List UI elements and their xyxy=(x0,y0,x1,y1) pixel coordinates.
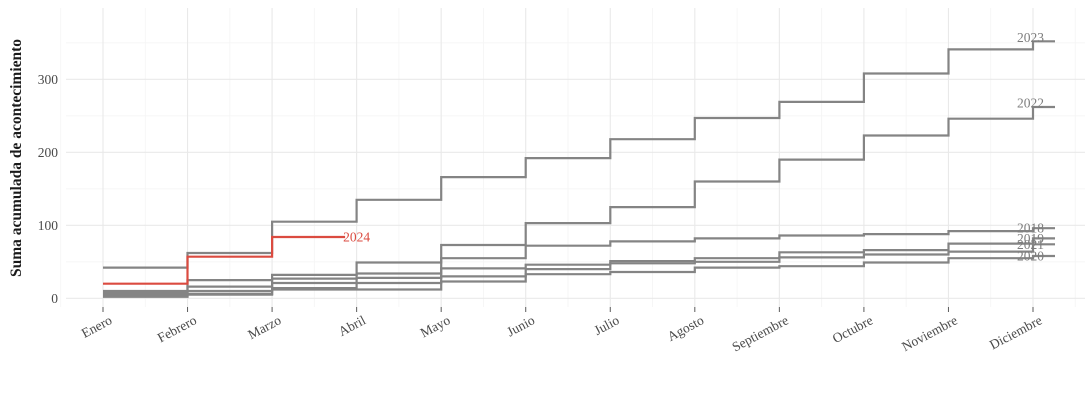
y-tick-label: 300 xyxy=(38,72,59,87)
x-tick-label: Noviembre xyxy=(899,312,960,354)
x-tick-label: Diciembre xyxy=(987,312,1044,352)
x-tick-label: Abril xyxy=(336,312,368,339)
series-end-label-2022: 2022 xyxy=(1017,96,1044,111)
x-tick-label: Agosto xyxy=(665,312,707,344)
series-end-label-2024: 2024 xyxy=(343,229,370,244)
series-line-2021 xyxy=(103,243,1055,298)
x-tick-label: Septiembre xyxy=(729,312,790,354)
x-tick-label: Enero xyxy=(79,312,115,340)
x-tick-label: Julio xyxy=(591,312,621,338)
series-end-label-2023: 2023 xyxy=(1017,30,1044,45)
series-end-label-2019: 2019 xyxy=(1017,231,1044,246)
y-tick-label: 100 xyxy=(38,218,59,233)
series-line-2024 xyxy=(103,235,346,285)
x-tick-label: Marzo xyxy=(245,312,283,342)
series-line-2022 xyxy=(103,105,1055,294)
x-tick-label: Mayo xyxy=(418,312,453,340)
series-end-label-2018: 2018 xyxy=(1017,221,1044,236)
y-tick-label: 0 xyxy=(51,291,58,306)
x-tick-label: Octubre xyxy=(830,312,875,346)
series-end-label-2020: 2020 xyxy=(1017,248,1044,263)
series-line-2023 xyxy=(103,40,1055,269)
series-line-2018 xyxy=(103,227,1055,293)
series-end-label-2021: 2021 xyxy=(1017,237,1044,252)
y-tick-label: 200 xyxy=(38,145,59,160)
x-tick-label: Junio xyxy=(504,312,537,339)
x-tick-label: Febrero xyxy=(155,312,199,345)
